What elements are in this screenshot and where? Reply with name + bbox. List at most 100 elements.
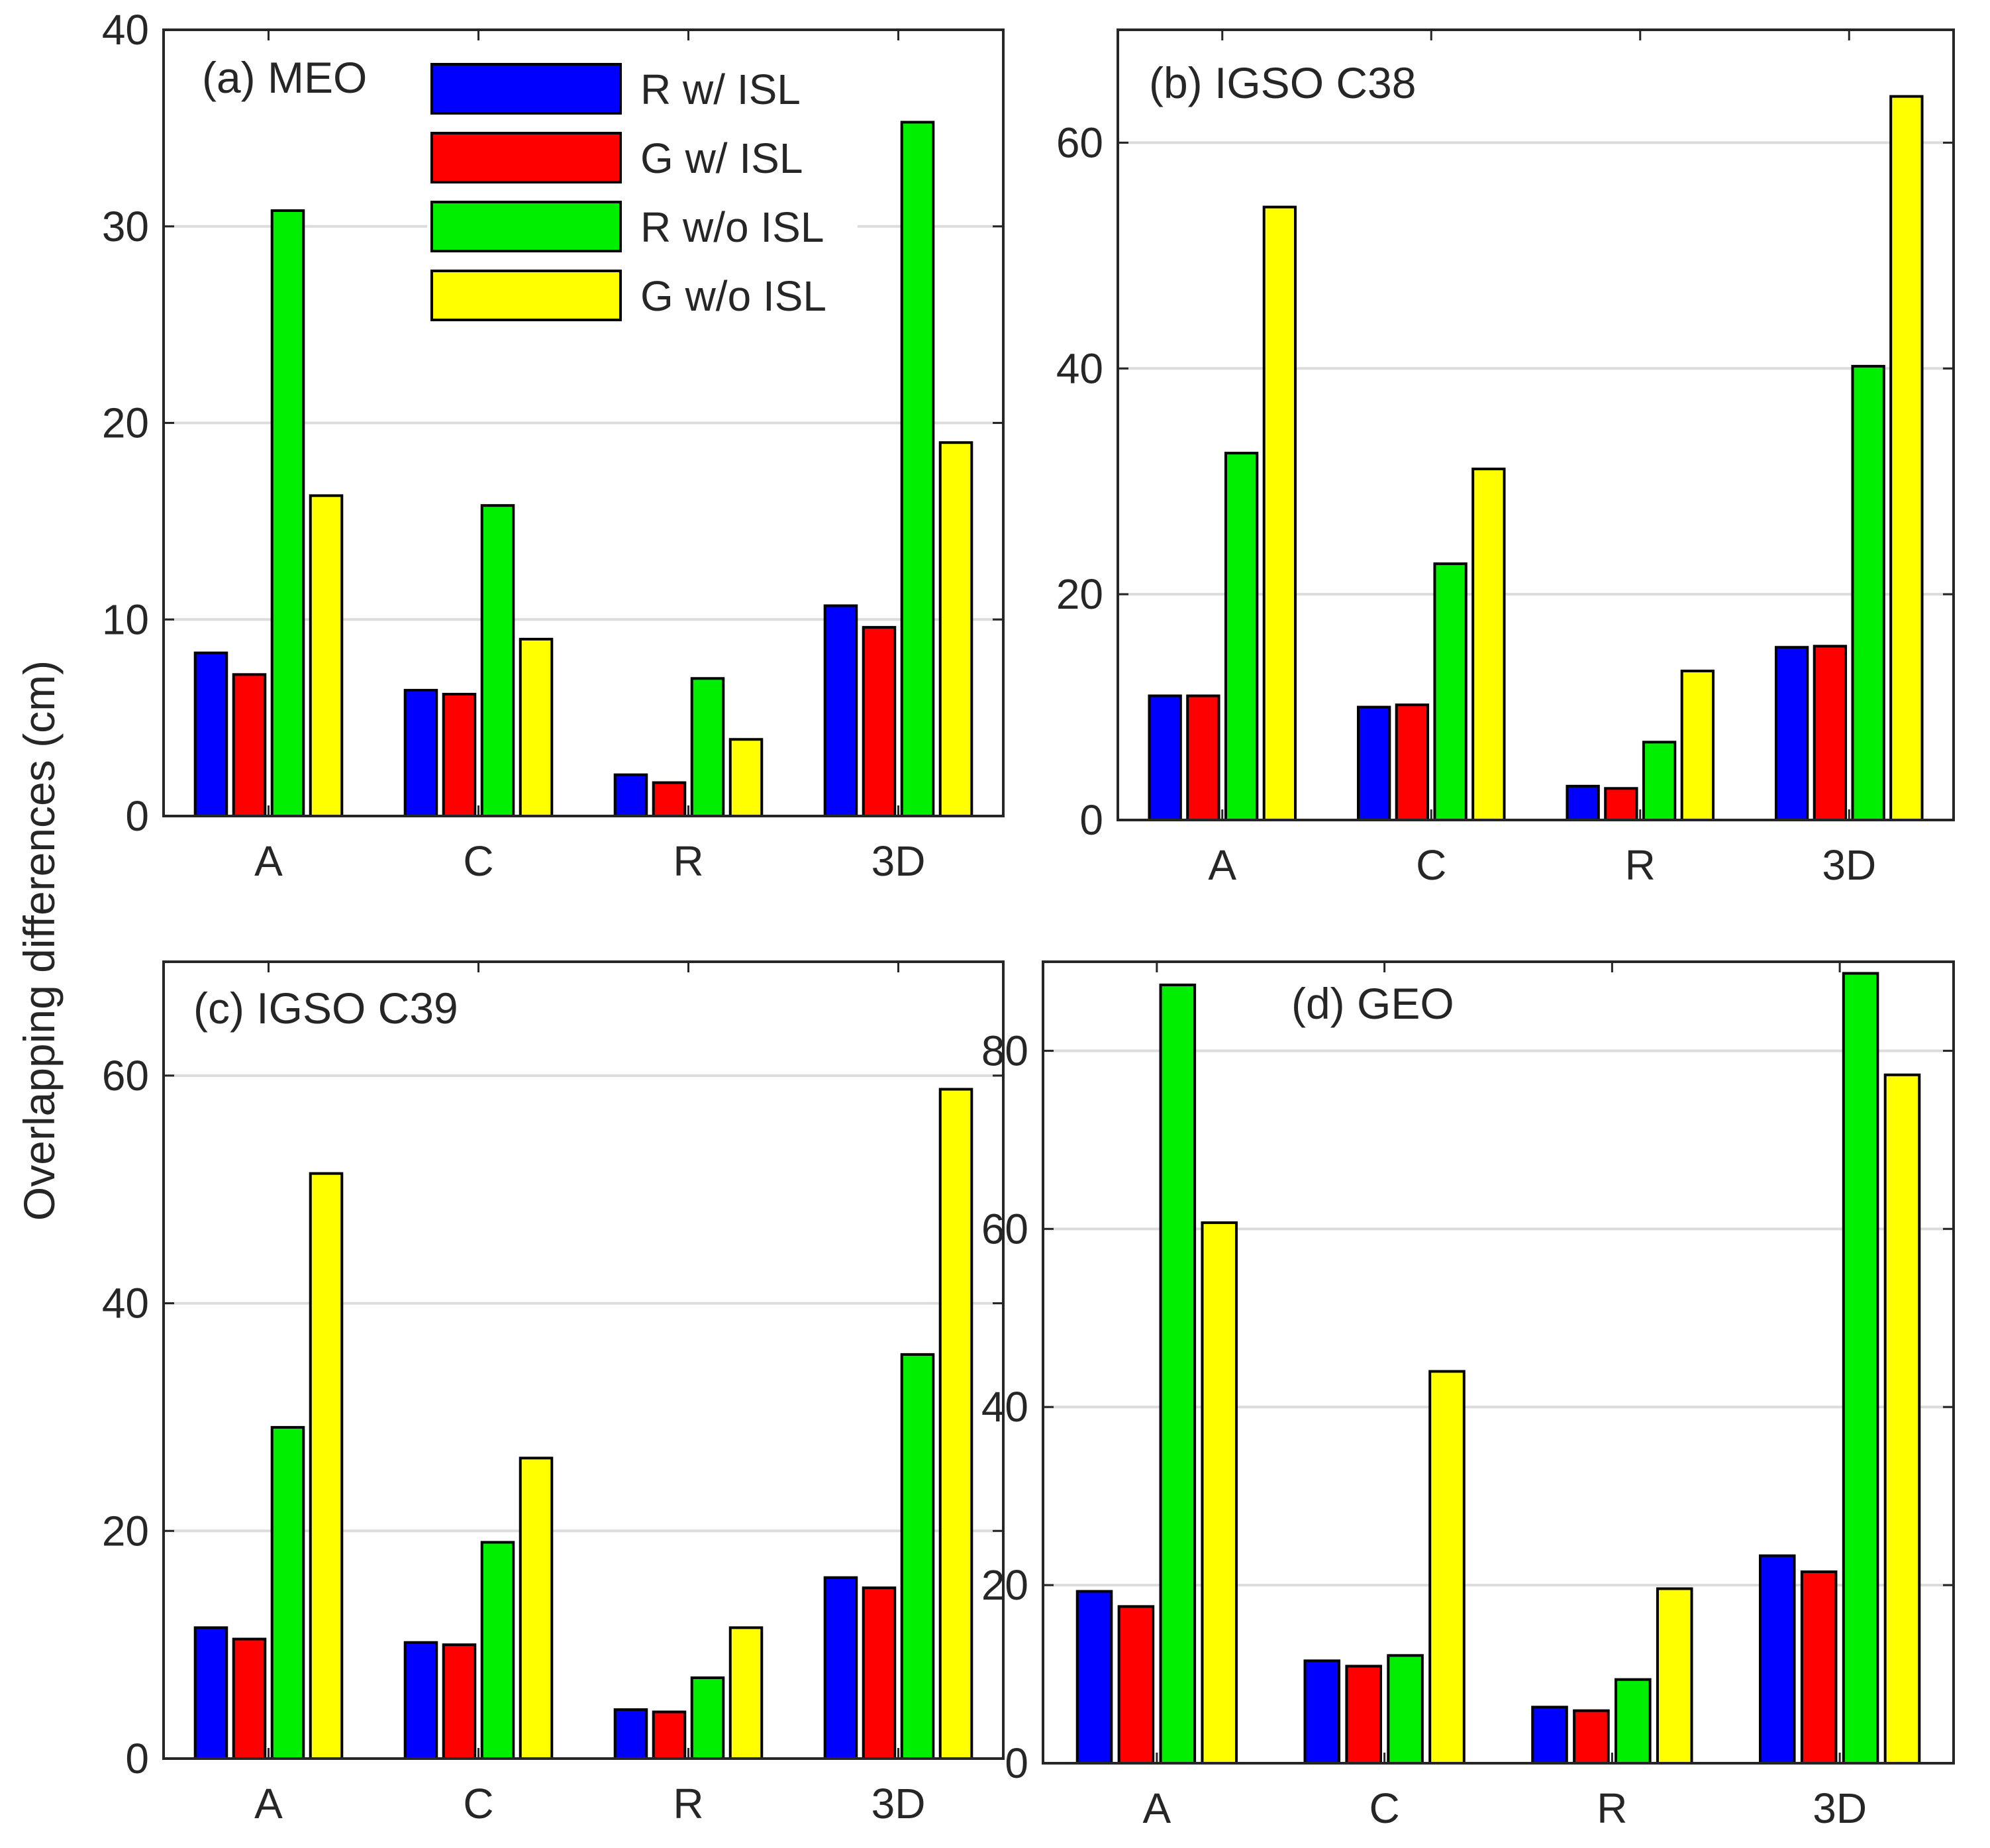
y-tick-label: 60 <box>981 1205 1028 1253</box>
bar-r-w-isl-c <box>1303 1659 1341 1765</box>
bar-r-w-o-isl-r <box>690 1676 725 1761</box>
bar-r-w-o-isl-c <box>480 1541 515 1760</box>
bar-g-w-isl-a <box>1117 1605 1155 1765</box>
bar-g-w-isl-a <box>232 673 267 818</box>
bar-g-w-isl-3d <box>862 1586 897 1761</box>
bar-g-w-o-isl-c <box>519 637 554 817</box>
y-tick-label: 20 <box>1056 570 1103 618</box>
bar-g-w-o-isl-3d <box>1883 1073 1921 1765</box>
bar-r-w-isl-3d <box>823 604 858 817</box>
bar-r-w-isl-c <box>403 1641 438 1761</box>
legend-label: G w/ ISL <box>640 134 803 182</box>
legend-label: R w/ ISL <box>640 66 801 113</box>
bar-g-w-o-isl-3d <box>1889 95 1924 821</box>
legend-label: G w/o ISL <box>640 272 826 320</box>
bar-g-w-isl-c <box>1345 1665 1382 1765</box>
x-tick-label: 3D <box>871 1780 926 1827</box>
x-tick-label: R <box>673 837 703 885</box>
bar-g-w-o-isl-a <box>309 494 344 817</box>
bar-g-w-o-isl-3d <box>938 441 973 817</box>
bar-r-w-o-isl-a <box>1224 452 1259 821</box>
bar-g-w-o-isl-r <box>728 1626 764 1760</box>
bar-r-w-o-isl-c <box>480 504 515 817</box>
bar-g-w-isl-a <box>1186 694 1220 821</box>
y-tick-label: 40 <box>981 1383 1028 1431</box>
axes-frame <box>162 960 1005 1760</box>
bar-r-w-isl-r <box>1566 784 1600 822</box>
chart-panel-3: 0 20 40 60 A C R 3D (c) IGSO C39 <box>102 960 1005 1827</box>
x-tick-label: A <box>1208 841 1236 889</box>
bar-r-w-o-isl-a <box>270 209 305 817</box>
bar-g-w-isl-3d <box>1800 1570 1838 1765</box>
y-tick-label: 10 <box>102 595 149 643</box>
bar-g-w-isl-r <box>652 781 687 817</box>
bar-r-w-isl-r <box>1531 1706 1568 1765</box>
bar-g-w-o-isl-a <box>309 1172 344 1760</box>
x-tick-label: 3D <box>871 837 926 885</box>
legend-swatch <box>430 270 622 321</box>
y-tick-label: 60 <box>102 1052 149 1100</box>
y-axis-label: Overlapping differences (cm) <box>15 660 64 1221</box>
y-tick-label: 0 <box>125 1735 149 1782</box>
bar-g-w-isl-c <box>442 693 477 818</box>
bar-r-w-o-isl-r <box>690 677 725 818</box>
bar-r-w-isl-3d <box>1758 1554 1796 1765</box>
axes-frame <box>1117 28 1955 821</box>
bar-g-w-isl-a <box>232 1637 267 1761</box>
legend-swatch <box>430 132 622 183</box>
panel-title: (b) IGSO C38 <box>1149 58 1416 107</box>
bar-r-w-o-isl-3d <box>900 1353 935 1760</box>
chart-panel-2: 0 20 40 60 A C R 3D (b) IGSO C38 <box>1056 28 1955 889</box>
x-tick-label: 3D <box>1813 1784 1867 1832</box>
y-tick-label: 20 <box>981 1561 1028 1609</box>
x-tick-label: C <box>1369 1784 1400 1832</box>
y-tick-label: 80 <box>981 1027 1028 1074</box>
bar-g-w-isl-c <box>442 1643 477 1760</box>
bar-r-w-isl-c <box>403 689 438 817</box>
axes-frame <box>162 28 1005 817</box>
bar-r-w-isl-a <box>1148 694 1182 821</box>
y-tick-label: 20 <box>102 1507 149 1555</box>
chart-panel-4: 0 20 40 60 80 A C R 3D (d) GEO <box>981 960 1955 1832</box>
bar-g-w-isl-c <box>1395 703 1430 821</box>
bar-g-w-o-isl-c <box>1428 1370 1466 1765</box>
panel-title: (a) MEO <box>202 53 367 102</box>
bar-g-w-o-isl-r <box>728 738 764 817</box>
bar-r-w-isl-r <box>613 773 648 817</box>
x-tick-label: R <box>1625 841 1656 889</box>
legend: R w/ ISL G w/ ISL R w/o ISL G w/o ISL <box>427 60 858 325</box>
y-tick-label: 40 <box>102 6 149 54</box>
bar-r-w-o-isl-3d <box>1851 364 1885 821</box>
bar-r-w-o-isl-c <box>1387 1654 1424 1765</box>
y-tick-label: 60 <box>1056 119 1103 166</box>
bar-g-w-o-isl-r <box>1656 1587 1693 1765</box>
bar-g-w-o-isl-r <box>1680 670 1715 822</box>
bar-g-w-isl-r <box>1604 787 1638 822</box>
bar-r-w-isl-c <box>1356 705 1391 821</box>
y-tick-label: 40 <box>1056 344 1103 392</box>
bar-r-w-o-isl-c <box>1433 562 1468 821</box>
bar-g-w-o-isl-c <box>1471 467 1506 821</box>
y-tick-label: 0 <box>125 792 149 840</box>
bar-r-w-isl-3d <box>823 1576 858 1760</box>
bar-r-w-o-isl-3d <box>1842 972 1879 1765</box>
legend-label: R w/o ISL <box>640 203 824 251</box>
bar-g-w-o-isl-a <box>1201 1221 1238 1765</box>
x-tick-label: C <box>1416 841 1446 889</box>
bar-g-w-isl-r <box>652 1710 687 1760</box>
panel-title: (d) GEO <box>1291 979 1454 1028</box>
bar-r-w-isl-a <box>1075 1590 1113 1765</box>
panel-title: (c) IGSO C39 <box>193 984 458 1033</box>
bar-g-w-isl-3d <box>1813 644 1848 821</box>
y-tick-label: 0 <box>1005 1739 1028 1787</box>
bar-r-w-o-isl-a <box>1159 983 1197 1765</box>
bar-g-w-o-isl-a <box>1262 205 1297 821</box>
y-tick-label: 0 <box>1079 796 1103 844</box>
bar-g-w-o-isl-c <box>519 1457 554 1760</box>
x-tick-label: R <box>1597 1784 1627 1832</box>
chart-panels: 0 10 20 30 40 A C R 3D (a) MEO 0 20 40 60 A C R 3D (b) IGS… <box>102 6 1955 1832</box>
legend-swatch <box>430 201 622 252</box>
bar-r-w-o-isl-r <box>1642 741 1677 822</box>
bar-r-w-isl-a <box>193 651 228 818</box>
